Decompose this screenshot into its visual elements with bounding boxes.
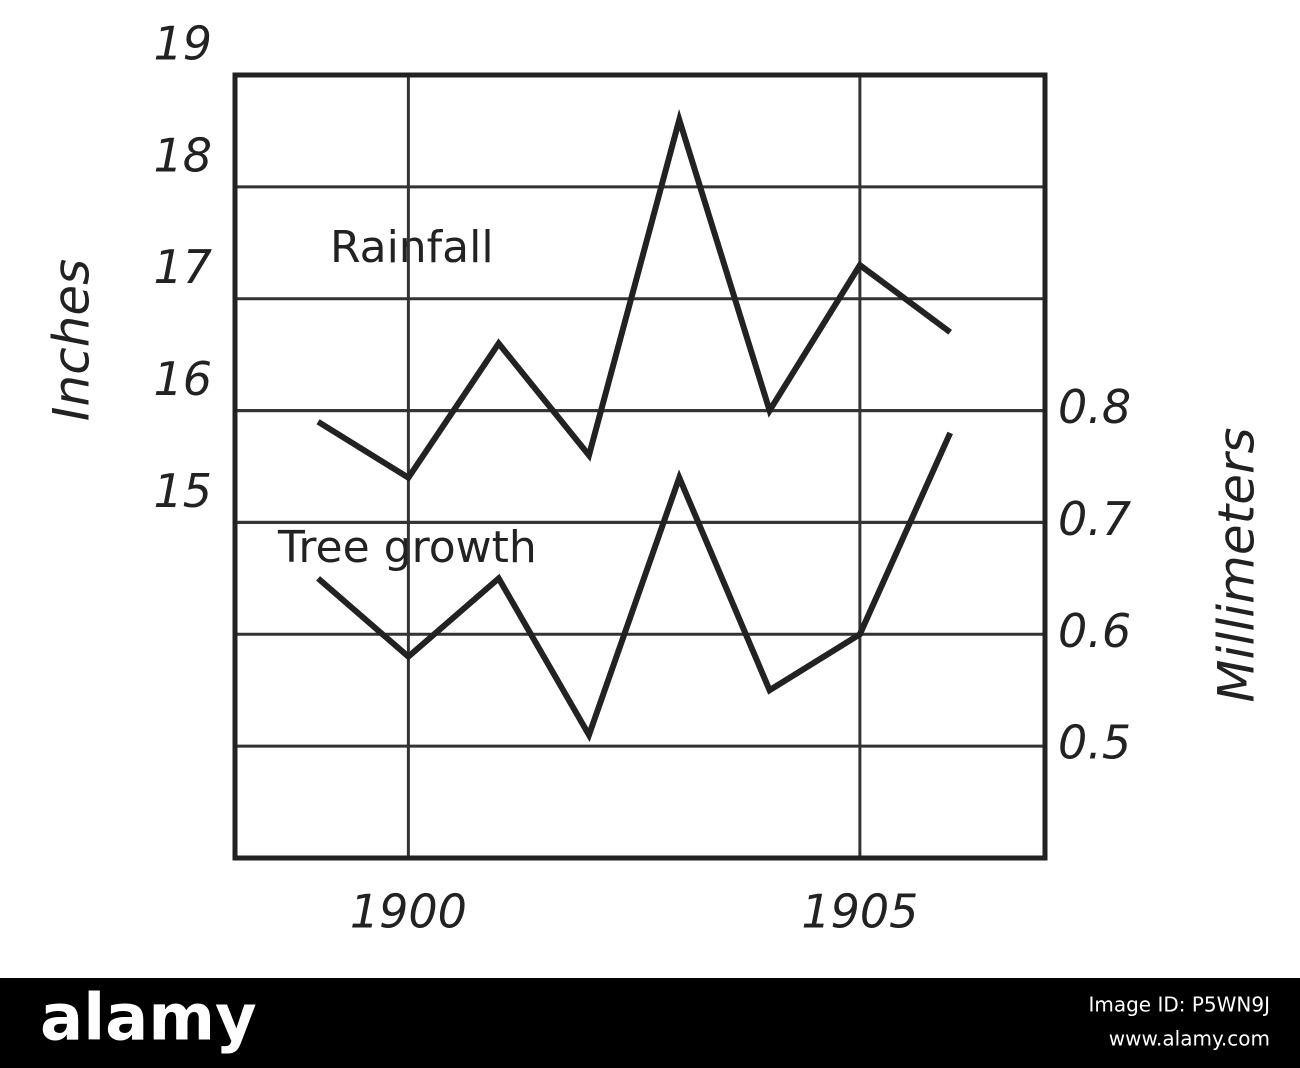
data-line xyxy=(316,108,952,482)
y-tick-label: 16 xyxy=(153,352,212,406)
watermark-bar xyxy=(0,978,1300,1068)
watermark-brand: alamy xyxy=(40,982,257,1056)
y2-tick-label: 0.7 xyxy=(1058,492,1131,546)
x-tick-label: 1905 xyxy=(801,885,918,939)
y-tick-label: 15 xyxy=(153,464,212,518)
series-label: Rainfall xyxy=(330,222,494,273)
watermark-id: Image ID: P5WN9J xyxy=(1088,993,1270,1017)
y2-tick-label: 0.6 xyxy=(1058,604,1131,658)
watermark-url: www.alamy.com xyxy=(1109,1027,1270,1051)
plot-frame xyxy=(232,72,1048,861)
y-tick-label: 17 xyxy=(153,240,212,294)
y2-axis-title: Millimeters xyxy=(1208,427,1266,702)
y2-tick-label: 0.5 xyxy=(1058,716,1131,770)
x-tick-label: 1900 xyxy=(350,885,467,939)
y-axis-title: Inches xyxy=(43,259,101,421)
y2-tick-label: 0.8 xyxy=(1058,380,1131,434)
y-tick-label: 19 xyxy=(153,17,212,71)
y-tick-label: 18 xyxy=(153,128,212,182)
data-line xyxy=(316,431,953,743)
